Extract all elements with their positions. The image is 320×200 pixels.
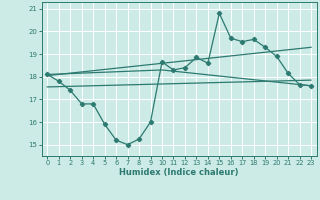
X-axis label: Humidex (Indice chaleur): Humidex (Indice chaleur) [119, 168, 239, 177]
